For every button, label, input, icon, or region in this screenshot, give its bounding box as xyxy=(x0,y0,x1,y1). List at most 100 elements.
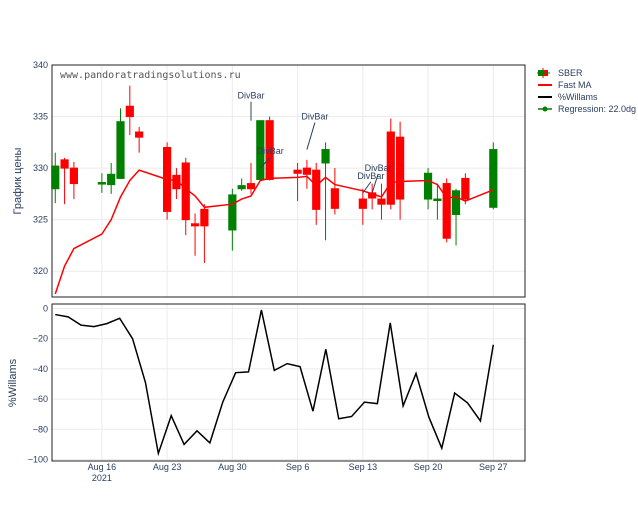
candlesticks xyxy=(51,85,498,263)
annotation-label: DivBar xyxy=(257,146,284,156)
annotation-arrow xyxy=(306,122,316,150)
price-y-ticks: 320 325 330 335 340 xyxy=(33,60,48,276)
candlestick xyxy=(181,157,190,236)
fast-ma-layer xyxy=(54,169,494,295)
price-y-tick-label: 320 xyxy=(33,266,48,276)
candlestick xyxy=(442,178,451,243)
candlestick xyxy=(265,116,274,181)
candle-body xyxy=(330,188,339,209)
price-y-tick-label: 335 xyxy=(33,112,48,122)
willams-plot-frame xyxy=(51,303,526,462)
legend-item[interactable]: SBER xyxy=(537,68,583,78)
willams-y-axis-title: %Willams xyxy=(7,358,19,407)
divbar-annotation: DivBar xyxy=(357,171,384,194)
candle-body xyxy=(451,190,461,216)
annotation-label: DivBar xyxy=(357,171,384,181)
candlestick xyxy=(368,183,377,210)
candlestick xyxy=(293,162,302,202)
candlestick xyxy=(396,121,405,220)
candle-body xyxy=(302,167,312,175)
price-y-tick-label: 330 xyxy=(33,163,48,173)
candlestick xyxy=(489,142,498,210)
candlestick xyxy=(358,188,367,225)
candle-body xyxy=(256,120,265,180)
candle-body xyxy=(265,120,274,180)
x-tick-label: Aug 23 xyxy=(153,462,182,472)
candlestick xyxy=(433,183,442,220)
divbar-annotation: DivBar xyxy=(237,91,264,121)
candle-body xyxy=(228,194,237,231)
legend[interactable]: SBER Fast MA %Willams Regression: 22.0dg xyxy=(537,68,636,114)
candle-body xyxy=(423,172,433,200)
candle-body xyxy=(107,173,116,186)
annotation-label: DivBar xyxy=(301,112,328,122)
candle-body xyxy=(246,183,256,190)
candlestick xyxy=(135,126,144,153)
legend-item[interactable]: %Willams xyxy=(538,92,598,102)
candlestick xyxy=(461,173,470,205)
candlestick xyxy=(51,152,60,204)
legend-item[interactable]: Fast MA xyxy=(538,80,592,90)
candle-body xyxy=(396,136,405,200)
watermark: www.pandoratradingsolutions.ru xyxy=(60,70,241,81)
willams-y-tick-label: −100 xyxy=(28,454,48,464)
candlestick xyxy=(60,157,69,205)
candle-body xyxy=(386,131,395,205)
x-tick-label: Aug 30 xyxy=(218,462,247,472)
candlestick xyxy=(116,108,125,179)
candle-body xyxy=(461,177,470,200)
x-tick-label: Sep 13 xyxy=(349,462,378,472)
annotation-label: DivBar xyxy=(365,163,392,173)
candle-body xyxy=(125,105,134,118)
candlestick xyxy=(302,159,312,189)
willams-y-tick-label: −20 xyxy=(33,334,48,344)
x-tick-year-label: 2021 xyxy=(92,473,112,483)
willams-y-tick-label: −80 xyxy=(33,424,48,434)
annotation-arrow xyxy=(362,181,372,194)
candle-body xyxy=(69,167,79,185)
candle-body xyxy=(442,183,451,239)
candlestick xyxy=(125,85,134,136)
willams-layer xyxy=(55,309,495,457)
divbar-annotation: DivBar xyxy=(365,163,392,194)
x-tick-label: Sep 27 xyxy=(479,462,508,472)
candlestick xyxy=(237,178,246,191)
annotation-arrow xyxy=(371,173,379,194)
candle-body xyxy=(60,159,69,169)
legend-regression-marker xyxy=(542,106,548,112)
candle-body xyxy=(200,208,209,227)
price-plot-frame xyxy=(51,64,526,298)
candle-body xyxy=(377,198,386,205)
legend-label: Fast MA xyxy=(558,80,592,90)
candlestick xyxy=(377,183,386,220)
x-tick-label: Sep 20 xyxy=(414,462,443,472)
willams-y-tick-label: 0 xyxy=(43,304,48,314)
legend-label: Regression: 22.0dg xyxy=(558,104,636,114)
price-y-axis-title: График цены xyxy=(12,147,24,214)
candle-body xyxy=(358,198,367,209)
candlestick xyxy=(97,173,106,193)
annotation-arrow xyxy=(259,156,271,169)
candlestick xyxy=(256,120,265,181)
candle-body xyxy=(321,149,330,164)
willams-line xyxy=(55,309,495,457)
candle-body xyxy=(293,169,302,174)
candle-body xyxy=(237,185,246,190)
candle-body xyxy=(312,169,321,210)
candlestick xyxy=(386,118,395,210)
candlestick xyxy=(423,168,433,210)
candlestick xyxy=(190,213,200,256)
candle-body xyxy=(116,121,125,179)
candle-body xyxy=(135,131,144,138)
candle-body xyxy=(433,198,442,202)
fast-ma-line xyxy=(54,169,494,295)
legend-item[interactable]: Regression: 22.0dg xyxy=(538,104,636,114)
willams-y-tick-label: −40 xyxy=(33,364,48,374)
legend-label: SBER xyxy=(558,68,583,78)
price-y-tick-label: 340 xyxy=(33,60,48,70)
candlestick xyxy=(451,188,461,246)
price-y-tick-label: 325 xyxy=(33,215,48,225)
